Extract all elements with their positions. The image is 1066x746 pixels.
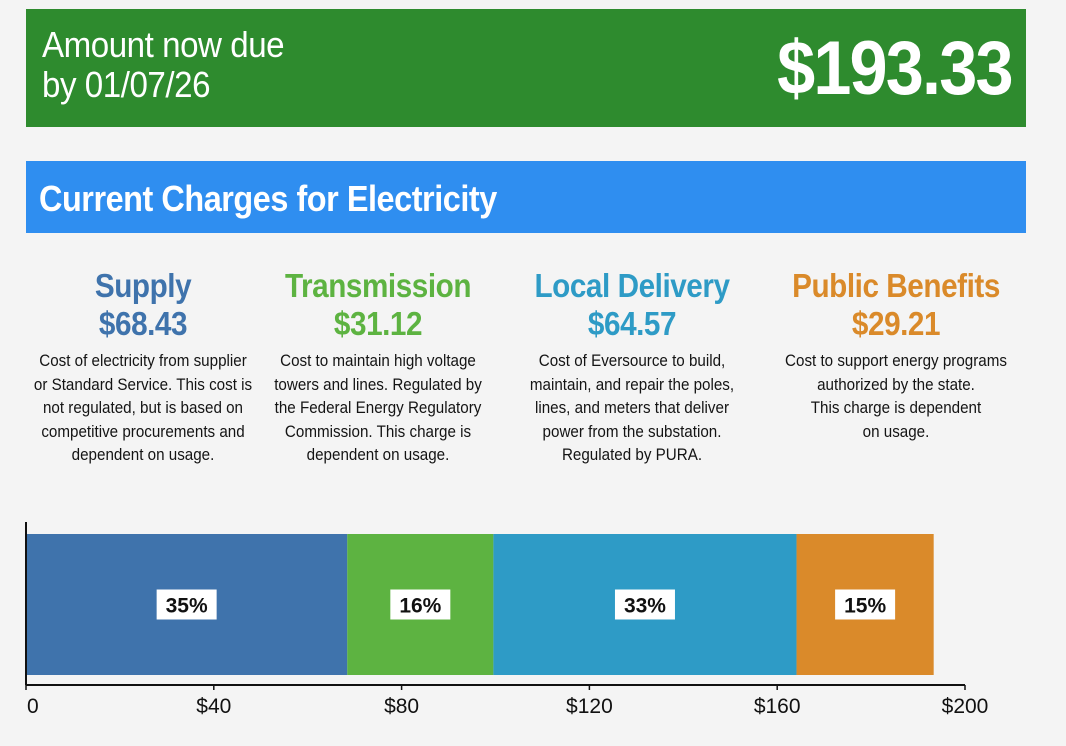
amount-due-value: $193.33 [777,26,1013,111]
category-name: Public Benefits [792,267,1000,304]
description-line: on usage. [862,422,930,441]
description-line: or Standard Service. This cost is [33,375,253,394]
category-amount: $31.12 [333,305,423,342]
category-description: Cost of Eversource to build, maintain, a… [517,350,747,468]
category-description: Cost to support energy programs authoriz… [781,350,1011,444]
description-line: not regulated, but is based on [42,399,244,417]
x-tick-label: $40 [196,695,231,718]
amount-due-banner: Amount now due by 01/07/26 $193.33 [26,9,1026,127]
segment-percent-label: 16% [399,595,441,618]
description-line: the Federal Energy Regulatory [274,399,482,417]
segment-label-box-local-delivery [614,589,675,620]
description-line: Commission. This charge is [284,422,472,441]
x-tick-label: $80 [384,695,419,718]
description-line: Cost of Eversource to build, [538,352,726,370]
amount-due-label-line1: Amount now due [42,24,285,65]
category-description: Cost to maintain high voltage towers and… [263,350,493,468]
description-line: competitive procurements and [41,422,245,441]
current-charges-header: Current Charges for Electricity [26,161,1026,233]
category-local-delivery: Local Delivery $64.57 Cost of Eversource… [507,266,757,468]
description-line: power from the substation. [542,422,722,441]
description-line: maintain, and repair the poles, [529,375,735,394]
category-public-benefits: Public Benefits $29.21 Cost to support e… [771,266,1021,444]
description-line: Cost to support energy programs [785,352,1007,370]
category-amount: $68.43 [98,305,188,342]
x-tick-label: $160 [754,695,801,718]
description-line: Cost to maintain high voltage [280,352,476,370]
description-line: dependent on usage. [306,446,450,464]
category-name: Local Delivery [534,267,730,304]
category-name: Supply [94,267,192,304]
amount-due-label: Amount now due by 01/07/26 [42,24,285,105]
segment-percent-label: 33% [624,595,666,618]
category-amount: $64.57 [587,305,677,342]
x-tick-label: $120 [566,695,613,718]
segment-percent-label: 35% [166,595,208,618]
description-line: Cost of electricity from supplier [39,352,247,370]
current-charges-title: Current Charges for Electricity [39,178,497,219]
segment-percent-label: 15% [844,595,886,618]
amount-due-date: by 01/07/26 [42,64,211,105]
description-line: lines, and meters that deliver [534,399,730,417]
category-amount: $29.21 [851,305,941,342]
category-description: Cost of electricity from supplier or Sta… [28,350,258,468]
description-line: This charge is dependent [810,399,982,417]
description-line: Regulated by PURA. [561,446,703,464]
description-line: authorized by the state. [817,375,975,394]
segment-label-box-transmission [390,589,451,620]
segment-label-box-supply [156,589,217,620]
x-tick-label: 0 [27,695,39,718]
description-line: dependent on usage. [71,446,215,464]
category-transmission: Transmission $31.12 Cost to maintain hig… [253,266,503,468]
segment-label-box-public-benefits [835,589,896,620]
category-name: Transmission [284,267,472,304]
description-line: towers and lines. Regulated by [274,375,482,394]
x-tick-label: $200 [942,695,989,718]
category-supply: Supply $68.43 Cost of electricity from s… [18,266,268,468]
